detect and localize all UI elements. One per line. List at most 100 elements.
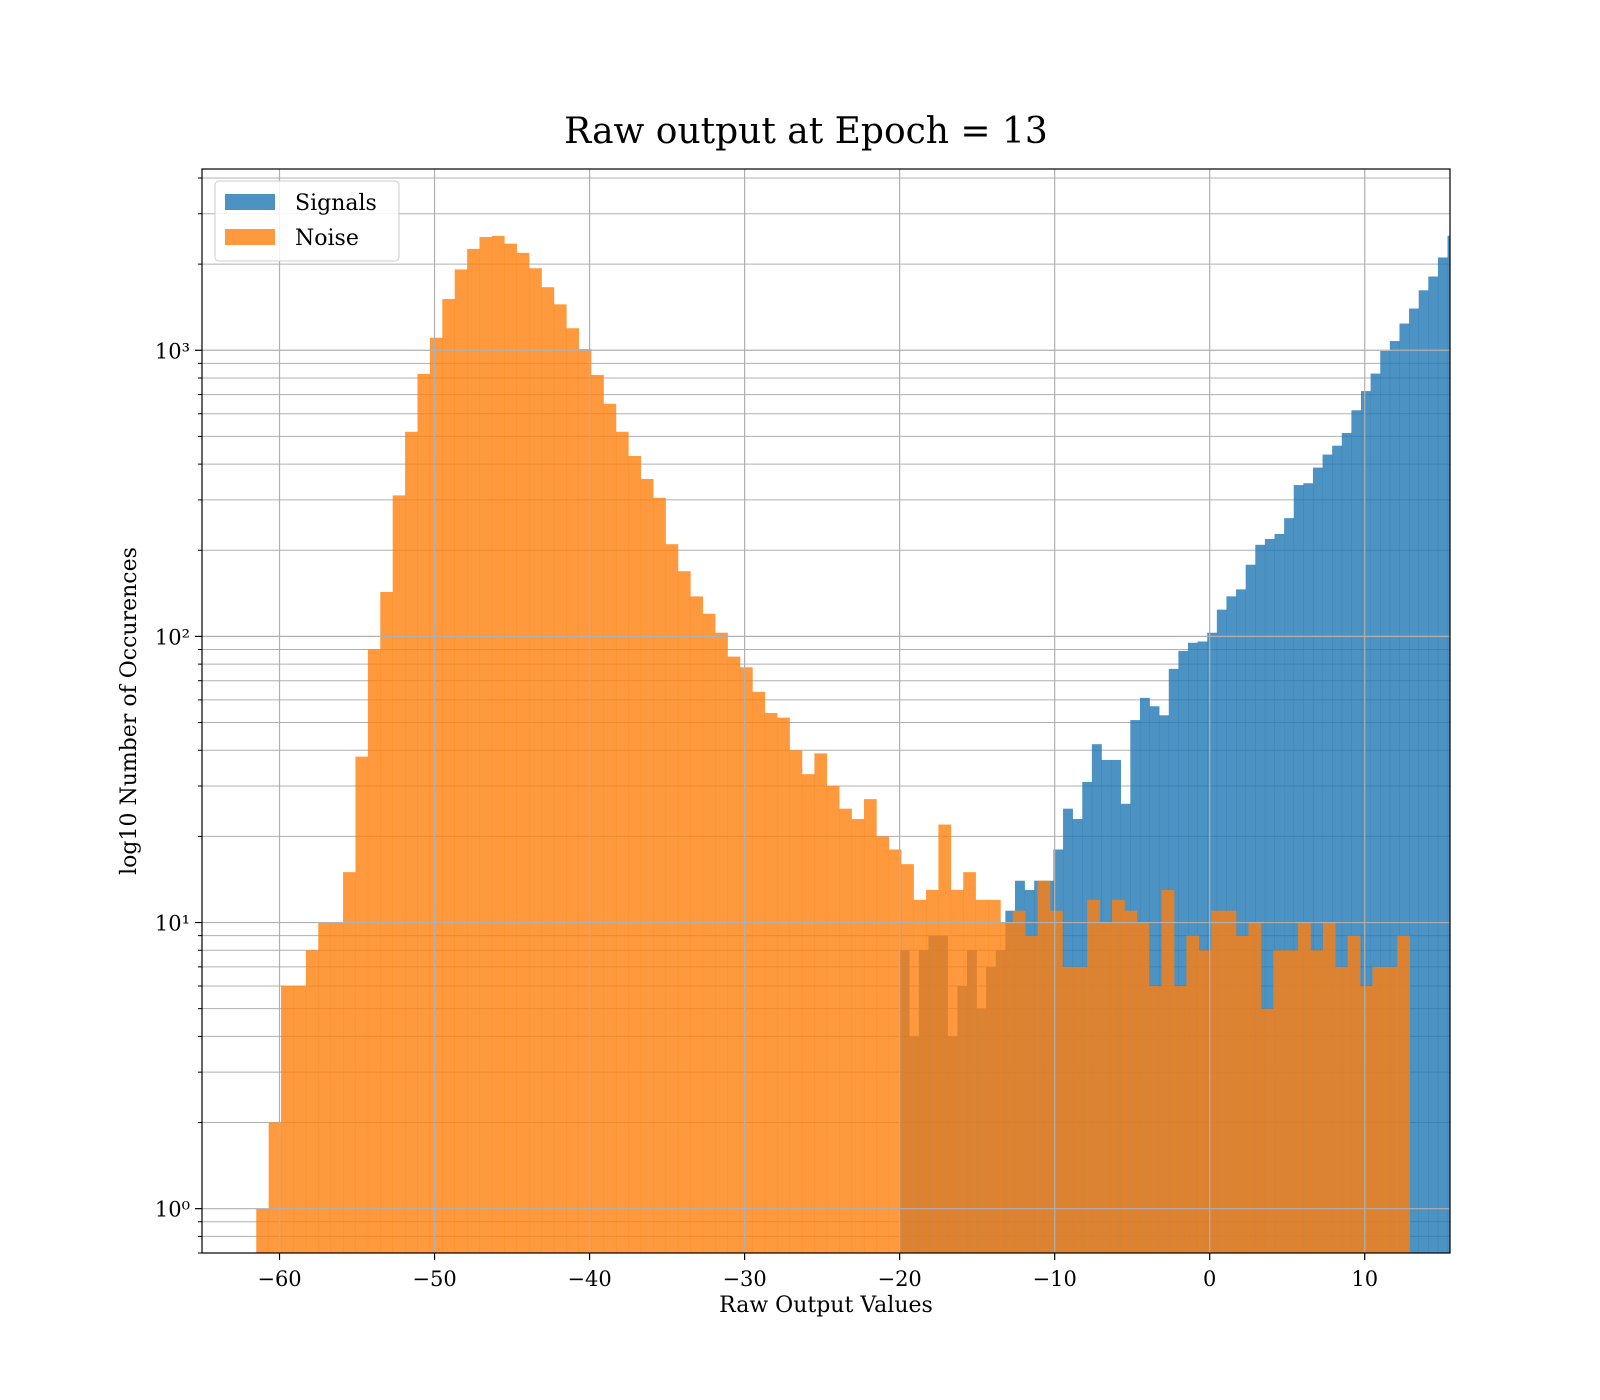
legend: Signals Noise bbox=[214, 180, 400, 262]
noise-bar bbox=[330, 922, 344, 1253]
noise-bar bbox=[1310, 950, 1324, 1253]
noise-bar bbox=[1372, 966, 1386, 1253]
noise-bar bbox=[1112, 899, 1125, 1253]
noise-bar bbox=[1260, 1008, 1274, 1253]
x-tick-label: −60 bbox=[257, 1267, 301, 1291]
noise-bar bbox=[1223, 910, 1237, 1253]
noise-bar bbox=[1360, 986, 1373, 1253]
noise-bar bbox=[665, 544, 679, 1253]
signals-bar bbox=[1293, 485, 1304, 1253]
noise-bar bbox=[1335, 966, 1348, 1253]
noise-bar bbox=[429, 337, 443, 1253]
noise-bar bbox=[293, 986, 307, 1253]
signals-bar bbox=[1389, 341, 1400, 1253]
legend-label-noise: Noise bbox=[295, 226, 359, 251]
chart-title: Raw output at Epoch = 13 bbox=[564, 111, 1048, 152]
noise-bar bbox=[963, 872, 976, 1253]
noise-bar bbox=[777, 717, 790, 1253]
noise-bar bbox=[367, 649, 381, 1253]
noise-bar bbox=[690, 596, 704, 1253]
noise-bar bbox=[1198, 950, 1212, 1253]
x-tick-label: −10 bbox=[1033, 1267, 1077, 1291]
noise-bar bbox=[653, 497, 666, 1253]
signals-bar bbox=[1447, 235, 1450, 1253]
noise-bar bbox=[578, 349, 592, 1253]
noise-bar bbox=[591, 374, 604, 1253]
noise-bar bbox=[1050, 910, 1063, 1253]
noise-bar bbox=[739, 667, 753, 1253]
noise-bar bbox=[1124, 910, 1138, 1253]
noise-bar bbox=[814, 753, 828, 1253]
noise-bar bbox=[541, 287, 555, 1253]
noise-bar bbox=[1161, 889, 1175, 1253]
signals-bar bbox=[1505, 455, 1515, 1253]
signals-bar bbox=[1370, 373, 1381, 1253]
noise-bar bbox=[1062, 966, 1076, 1253]
noise-bar bbox=[1174, 986, 1187, 1253]
noise-bar bbox=[1000, 922, 1014, 1253]
noise-bar bbox=[553, 304, 567, 1253]
signals-bar bbox=[1351, 410, 1362, 1253]
signals-bar bbox=[1178, 650, 1189, 1253]
noise-bar bbox=[938, 824, 952, 1253]
signals-bar bbox=[1467, 217, 1477, 1253]
signals-bar bbox=[1428, 276, 1439, 1253]
noise-bar bbox=[442, 299, 456, 1253]
signals-bar bbox=[1361, 391, 1371, 1253]
noise-bar bbox=[467, 248, 480, 1253]
signals-bar bbox=[1149, 706, 1160, 1253]
signals-bar bbox=[1534, 900, 1544, 1253]
noise-bar bbox=[392, 495, 406, 1253]
noise-bar bbox=[901, 864, 914, 1253]
noise-bar bbox=[405, 431, 418, 1253]
y-tick-label: 10³ bbox=[155, 339, 190, 363]
signals-bar bbox=[1303, 483, 1314, 1253]
signals-bar bbox=[1332, 445, 1343, 1253]
noise-bar bbox=[355, 756, 369, 1253]
x-tick-label: 0 bbox=[1203, 1267, 1216, 1291]
noise-bar bbox=[702, 613, 716, 1253]
noise-bar bbox=[318, 922, 331, 1253]
signals-bar bbox=[1312, 467, 1323, 1253]
signals-bar bbox=[1322, 454, 1333, 1253]
noise-bar bbox=[764, 712, 778, 1253]
noise-bar bbox=[1099, 922, 1113, 1253]
y-axis-label: log10 Number of Occurences bbox=[117, 547, 142, 875]
noise-bar bbox=[454, 269, 468, 1253]
y-tick-label: 10⁰ bbox=[155, 1198, 190, 1222]
x-tick-label: −40 bbox=[567, 1267, 611, 1291]
signals-bar bbox=[1284, 518, 1295, 1253]
noise-bar bbox=[863, 799, 877, 1253]
noise-bar bbox=[1149, 986, 1162, 1253]
x-tick-label: −50 bbox=[412, 1267, 456, 1291]
noise-bar bbox=[256, 1208, 269, 1253]
y-axis-ticks: 10⁰ 10¹ 10² 10³ bbox=[155, 177, 202, 1254]
noise-bar bbox=[1322, 922, 1336, 1253]
signals-bar bbox=[1197, 641, 1208, 1253]
noise-bar bbox=[491, 235, 505, 1253]
x-axis-ticks: −60 −50 −40 −30 −20 −10 0 10 bbox=[257, 1253, 1378, 1291]
noise-bar bbox=[1273, 950, 1286, 1253]
noise-bar bbox=[715, 632, 728, 1253]
plot-frame bbox=[201, 168, 1451, 1254]
signals-bar bbox=[1418, 290, 1429, 1253]
noise-bar bbox=[1384, 966, 1398, 1253]
signals-bar bbox=[1274, 533, 1285, 1253]
noise-bar bbox=[516, 252, 530, 1253]
noise-bar bbox=[566, 328, 580, 1253]
x-tick-label: 10 bbox=[1351, 1267, 1378, 1291]
noise-bar bbox=[801, 774, 815, 1253]
noise-bar bbox=[913, 899, 927, 1253]
noise-bar bbox=[1025, 935, 1038, 1253]
signals-bar bbox=[1486, 296, 1496, 1253]
legend-label-signals: Signals bbox=[295, 191, 377, 216]
noise-bar bbox=[343, 872, 356, 1253]
noise-bar bbox=[950, 889, 964, 1253]
signals-bar bbox=[1399, 323, 1410, 1253]
signals-bar bbox=[1380, 351, 1391, 1253]
legend-swatch-noise bbox=[225, 229, 275, 245]
noise-bar bbox=[529, 268, 542, 1253]
noise-bar bbox=[1285, 950, 1299, 1253]
noise-bar bbox=[1248, 922, 1262, 1253]
noise-bar bbox=[826, 786, 840, 1253]
